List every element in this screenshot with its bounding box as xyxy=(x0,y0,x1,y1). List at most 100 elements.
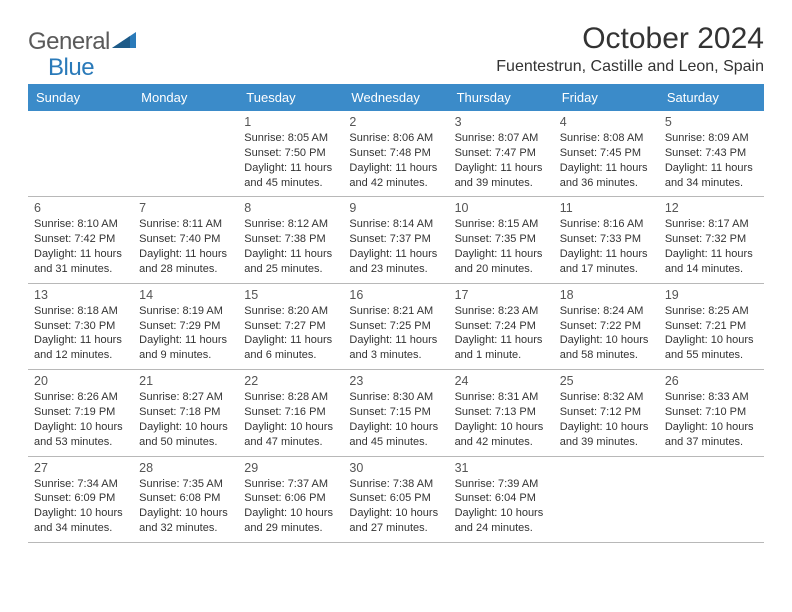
sunrise-text: Sunrise: 8:33 AM xyxy=(665,390,758,405)
calendar: SundayMondayTuesdayWednesdayThursdayFrid… xyxy=(28,84,764,543)
daylight-text: Daylight: 10 hours and 37 minutes. xyxy=(665,420,758,450)
daylight-text: Daylight: 11 hours and 9 minutes. xyxy=(139,333,232,363)
daylight-text: Daylight: 11 hours and 34 minutes. xyxy=(665,161,758,191)
sunset-text: Sunset: 7:16 PM xyxy=(244,405,337,420)
sunrise-text: Sunrise: 8:18 AM xyxy=(34,304,127,319)
sunrise-text: Sunrise: 7:39 AM xyxy=(455,477,548,492)
day-info: Sunrise: 8:19 AMSunset: 7:29 PMDaylight:… xyxy=(139,304,232,363)
daylight-text: Daylight: 10 hours and 50 minutes. xyxy=(139,420,232,450)
week-row: 6 Sunrise: 8:10 AMSunset: 7:42 PMDaylight… xyxy=(28,197,764,283)
day-info: Sunrise: 8:17 AMSunset: 7:32 PMDaylight:… xyxy=(665,217,758,276)
day-number: 28 xyxy=(139,461,232,475)
calendar-cell: 10Sunrise: 8:15 AMSunset: 7:35 PMDayligh… xyxy=(449,197,554,282)
day-info: Sunrise: 7:37 AMSunset: 6:06 PMDaylight:… xyxy=(244,477,337,536)
sunset-text: Sunset: 7:42 PM xyxy=(34,232,127,247)
logo-text-general: General xyxy=(28,28,110,56)
sunset-text: Sunset: 7:47 PM xyxy=(455,146,548,161)
sunset-text: Sunset: 6:04 PM xyxy=(455,491,548,506)
calendar-body: 1 Sunrise: 8:05 AMSunset: 7:50 PMDaylight… xyxy=(28,111,764,543)
dayhead-thursday: Thursday xyxy=(449,84,554,111)
sunrise-text: Sunrise: 8:08 AM xyxy=(560,131,653,146)
daylight-text: Daylight: 11 hours and 25 minutes. xyxy=(244,247,337,277)
sunrise-text: Sunrise: 8:20 AM xyxy=(244,304,337,319)
daylight-text: Daylight: 10 hours and 42 minutes. xyxy=(455,420,548,450)
daylight-text: Daylight: 10 hours and 53 minutes. xyxy=(34,420,127,450)
calendar-cell: 17Sunrise: 8:23 AMSunset: 7:24 PMDayligh… xyxy=(449,284,554,369)
calendar-cell-empty xyxy=(554,457,659,542)
day-info: Sunrise: 8:23 AMSunset: 7:24 PMDaylight:… xyxy=(455,304,548,363)
day-number: 24 xyxy=(455,374,548,388)
dayhead-monday: Monday xyxy=(133,84,238,111)
daylight-text: Daylight: 10 hours and 47 minutes. xyxy=(244,420,337,450)
day-number: 15 xyxy=(244,288,337,302)
sunrise-text: Sunrise: 8:30 AM xyxy=(349,390,442,405)
daylight-text: Daylight: 11 hours and 3 minutes. xyxy=(349,333,442,363)
day-number: 10 xyxy=(455,201,548,215)
day-info: Sunrise: 8:31 AMSunset: 7:13 PMDaylight:… xyxy=(455,390,548,449)
sunset-text: Sunset: 7:27 PM xyxy=(244,319,337,334)
day-info: Sunrise: 8:06 AMSunset: 7:48 PMDaylight:… xyxy=(349,131,442,190)
calendar-cell: 4Sunrise: 8:08 AMSunset: 7:45 PMDaylight… xyxy=(554,111,659,196)
day-number: 19 xyxy=(665,288,758,302)
calendar-cell: 13Sunrise: 8:18 AMSunset: 7:30 PMDayligh… xyxy=(28,284,133,369)
calendar-cell: 9Sunrise: 8:14 AMSunset: 7:37 PMDaylight… xyxy=(343,197,448,282)
day-number: 9 xyxy=(349,201,442,215)
sunset-text: Sunset: 7:15 PM xyxy=(349,405,442,420)
daylight-text: Daylight: 10 hours and 29 minutes. xyxy=(244,506,337,536)
day-number: 14 xyxy=(139,288,232,302)
location: Fuentestrun, Castille and Leon, Spain xyxy=(496,58,764,76)
day-number: 16 xyxy=(349,288,442,302)
daylight-text: Daylight: 11 hours and 17 minutes. xyxy=(560,247,653,277)
sunset-text: Sunset: 6:09 PM xyxy=(34,491,127,506)
dayhead-saturday: Saturday xyxy=(659,84,764,111)
calendar-cell: 21Sunrise: 8:27 AMSunset: 7:18 PMDayligh… xyxy=(133,370,238,455)
day-info: Sunrise: 8:05 AMSunset: 7:50 PMDaylight:… xyxy=(244,131,337,190)
calendar-cell-empty xyxy=(133,111,238,196)
calendar-cell: 26Sunrise: 8:33 AMSunset: 7:10 PMDayligh… xyxy=(659,370,764,455)
day-info: Sunrise: 8:10 AMSunset: 7:42 PMDaylight:… xyxy=(34,217,127,276)
week-row: 27Sunrise: 7:34 AMSunset: 6:09 PMDayligh… xyxy=(28,457,764,543)
calendar-cell: 5Sunrise: 8:09 AMSunset: 7:43 PMDaylight… xyxy=(659,111,764,196)
daylight-text: Daylight: 11 hours and 45 minutes. xyxy=(244,161,337,191)
title-block: October 2024 Fuentestrun, Castille and L… xyxy=(496,22,764,76)
sunrise-text: Sunrise: 8:14 AM xyxy=(349,217,442,232)
sunrise-text: Sunrise: 8:05 AM xyxy=(244,131,337,146)
day-info: Sunrise: 8:09 AMSunset: 7:43 PMDaylight:… xyxy=(665,131,758,190)
daylight-text: Daylight: 10 hours and 55 minutes. xyxy=(665,333,758,363)
calendar-cell: 22Sunrise: 8:28 AMSunset: 7:16 PMDayligh… xyxy=(238,370,343,455)
day-number: 31 xyxy=(455,461,548,475)
day-number: 2 xyxy=(349,115,442,129)
month-title: October 2024 xyxy=(496,22,764,56)
day-info: Sunrise: 7:35 AMSunset: 6:08 PMDaylight:… xyxy=(139,477,232,536)
sunrise-text: Sunrise: 8:11 AM xyxy=(139,217,232,232)
sunrise-text: Sunrise: 8:06 AM xyxy=(349,131,442,146)
dayhead-sunday: Sunday xyxy=(28,84,133,111)
day-info: Sunrise: 8:20 AMSunset: 7:27 PMDaylight:… xyxy=(244,304,337,363)
day-number: 7 xyxy=(139,201,232,215)
sunset-text: Sunset: 7:38 PM xyxy=(244,232,337,247)
day-number: 13 xyxy=(34,288,127,302)
daylight-text: Daylight: 11 hours and 20 minutes. xyxy=(455,247,548,277)
day-info: Sunrise: 8:26 AMSunset: 7:19 PMDaylight:… xyxy=(34,390,127,449)
sunset-text: Sunset: 7:25 PM xyxy=(349,319,442,334)
day-number: 6 xyxy=(34,201,127,215)
sunrise-text: Sunrise: 7:35 AM xyxy=(139,477,232,492)
calendar-cell: 6 Sunrise: 8:10 AMSunset: 7:42 PMDaylight… xyxy=(28,197,133,282)
day-info: Sunrise: 8:24 AMSunset: 7:22 PMDaylight:… xyxy=(560,304,653,363)
sunset-text: Sunset: 7:19 PM xyxy=(34,405,127,420)
daylight-text: Daylight: 10 hours and 58 minutes. xyxy=(560,333,653,363)
daylight-text: Daylight: 11 hours and 14 minutes. xyxy=(665,247,758,277)
sunrise-text: Sunrise: 8:24 AM xyxy=(560,304,653,319)
daylight-text: Daylight: 10 hours and 24 minutes. xyxy=(455,506,548,536)
sunrise-text: Sunrise: 8:19 AM xyxy=(139,304,232,319)
day-info: Sunrise: 8:21 AMSunset: 7:25 PMDaylight:… xyxy=(349,304,442,363)
daylight-text: Daylight: 11 hours and 31 minutes. xyxy=(34,247,127,277)
calendar-cell: 24 Sunrise: 8:31 AMSunset: 7:13 PMDayligh… xyxy=(449,370,554,455)
calendar-cell: 18Sunrise: 8:24 AMSunset: 7:22 PMDayligh… xyxy=(554,284,659,369)
sunset-text: Sunset: 7:32 PM xyxy=(665,232,758,247)
calendar-cell: 8Sunrise: 8:12 AMSunset: 7:38 PMDaylight… xyxy=(238,197,343,282)
daylight-text: Daylight: 10 hours and 34 minutes. xyxy=(34,506,127,536)
day-number: 12 xyxy=(665,201,758,215)
day-info: Sunrise: 8:28 AMSunset: 7:16 PMDaylight:… xyxy=(244,390,337,449)
day-number: 1 xyxy=(244,115,337,129)
